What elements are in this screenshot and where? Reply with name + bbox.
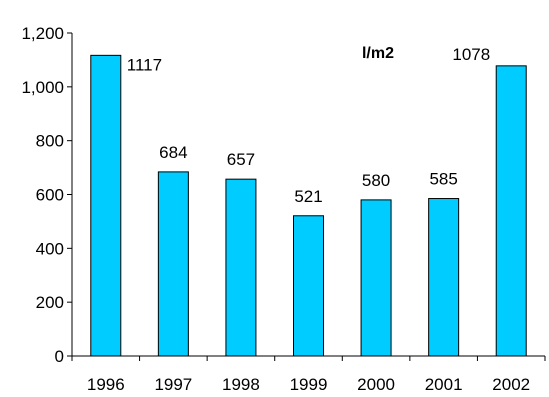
y-tick-label: 0 bbox=[55, 347, 64, 366]
chart-title: l/m2 bbox=[362, 45, 394, 62]
bars bbox=[90, 54, 527, 357]
y-tick-label: 600 bbox=[36, 186, 64, 205]
x-tick-label: 1998 bbox=[222, 375, 260, 394]
data-label-2001: 585 bbox=[429, 170, 457, 189]
x-tick-label: 2000 bbox=[357, 375, 395, 394]
y-tick-label: 800 bbox=[36, 132, 64, 151]
bar-1996 bbox=[90, 54, 122, 357]
data-labels: 1117 684 657 521 580 585 1078 bbox=[127, 45, 490, 206]
y-tick-label: 1,000 bbox=[21, 78, 64, 97]
x-tick-label: 2001 bbox=[425, 375, 463, 394]
x-tick-label: 2002 bbox=[492, 375, 530, 394]
bar-1999 bbox=[293, 215, 324, 357]
y-tick-label: 400 bbox=[36, 239, 64, 258]
x-tick-label: 1997 bbox=[154, 375, 192, 394]
bar-2002 bbox=[495, 65, 527, 357]
bar-2001 bbox=[428, 198, 460, 357]
bar-2000 bbox=[360, 199, 392, 357]
y-axis-ticks: 0 200 400 600 800 1,000 1,200 bbox=[21, 24, 72, 366]
data-label-2000: 580 bbox=[362, 171, 390, 190]
bar-1997 bbox=[157, 171, 189, 357]
y-tick-label: 1,200 bbox=[21, 24, 64, 43]
x-axis-ticks: 1996 1997 1998 1999 2000 2001 2002 bbox=[71, 356, 546, 394]
bar-1998 bbox=[225, 178, 257, 357]
data-label-2002: 1078 bbox=[452, 45, 490, 64]
data-label-1998: 657 bbox=[227, 150, 255, 169]
data-label-1996: 1117 bbox=[127, 55, 162, 74]
data-label-1999: 521 bbox=[294, 187, 322, 206]
x-tick-label: 1996 bbox=[87, 375, 125, 394]
data-label-1997: 684 bbox=[159, 143, 187, 162]
x-tick-label: 1999 bbox=[290, 375, 328, 394]
y-tick-label: 200 bbox=[36, 293, 64, 312]
